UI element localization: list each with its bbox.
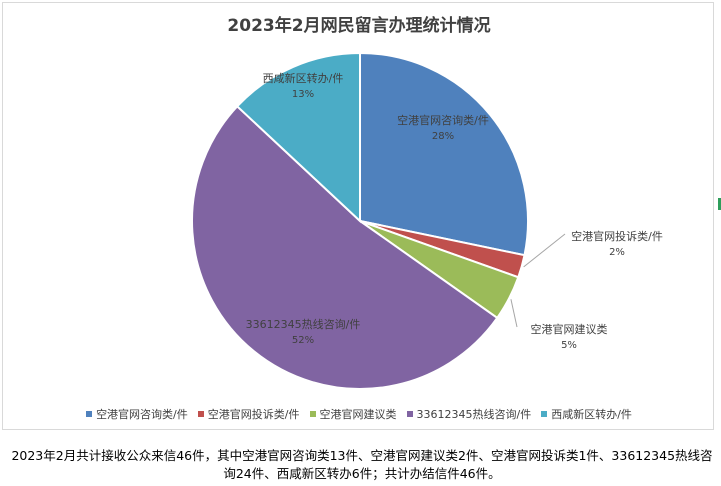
pie-slice-4 — [191, 104, 499, 390]
legend-item-4: 33612345热线咨询/件 — [406, 406, 532, 422]
legend-item-3: 空港官网建议类 — [309, 406, 397, 422]
slice-label-1: 空港官网咨询类/件 — [397, 113, 489, 127]
slice-percent-1: 28% — [432, 131, 454, 142]
leader-line-2 — [523, 233, 566, 268]
slice-label-4: 33612345热线咨询/件 — [246, 317, 361, 331]
legend-label-4: 33612345热线咨询/件 — [416, 408, 532, 421]
legend-swatch-4 — [406, 411, 413, 417]
scroll-edge-marker — [718, 198, 721, 210]
slice-percent-4: 52% — [292, 335, 314, 346]
legend-label-5: 西咸新区转办/件 — [551, 408, 632, 421]
legend-swatch-3 — [309, 411, 316, 417]
pie-chart: 空港官网咨询类/件 28% 空港官网投诉类/件 2% 空港官网建议类 5% 33612345… — [191, 51, 663, 390]
legend-item-5: 西咸新区转办/件 — [541, 406, 632, 422]
pie-slice-5 — [235, 51, 361, 224]
legend-swatch-2 — [197, 411, 204, 417]
slice-label-2: 空港官网投诉类/件 — [571, 229, 663, 243]
chart-title: 2023年2月网民留言办理统计情况 — [227, 16, 491, 36]
slice-percent-3: 5% — [561, 340, 577, 351]
legend-item-2: 空港官网投诉类/件 — [197, 406, 300, 422]
legend-swatch-5 — [541, 411, 548, 417]
chart-legend: 空港官网咨询类/件 空港官网投诉类/件 空港官网建议类 33612345热线咨询/件 西… — [3, 406, 715, 422]
slice-label-5: 西咸新区转办/件 — [263, 71, 344, 85]
slice-percent-5: 13% — [292, 89, 314, 100]
footnote-text: 2023年2月共计接收公众来信46件，其中空港官网咨询类13件、空港官网建议类2… — [11, 448, 713, 481]
legend-item-1: 空港官网咨询类/件 — [86, 406, 188, 422]
chart-frame: 2023年2月网民留言办理统计情况 空港官网咨询类/件 28% 空港官网投诉类/件 2… — [2, 2, 714, 430]
leader-line-3 — [510, 299, 518, 328]
legend-swatch-1 — [86, 411, 93, 417]
pie-slice-1 — [359, 51, 529, 257]
slice-percent-2: 2% — [609, 247, 625, 258]
legend-label-2: 空港官网投诉类/件 — [207, 408, 300, 421]
slice-label-3: 空港官网建议类 — [531, 322, 608, 336]
legend-label-3: 空港官网建议类 — [319, 408, 397, 421]
legend-label-1: 空港官网咨询类/件 — [96, 408, 188, 421]
